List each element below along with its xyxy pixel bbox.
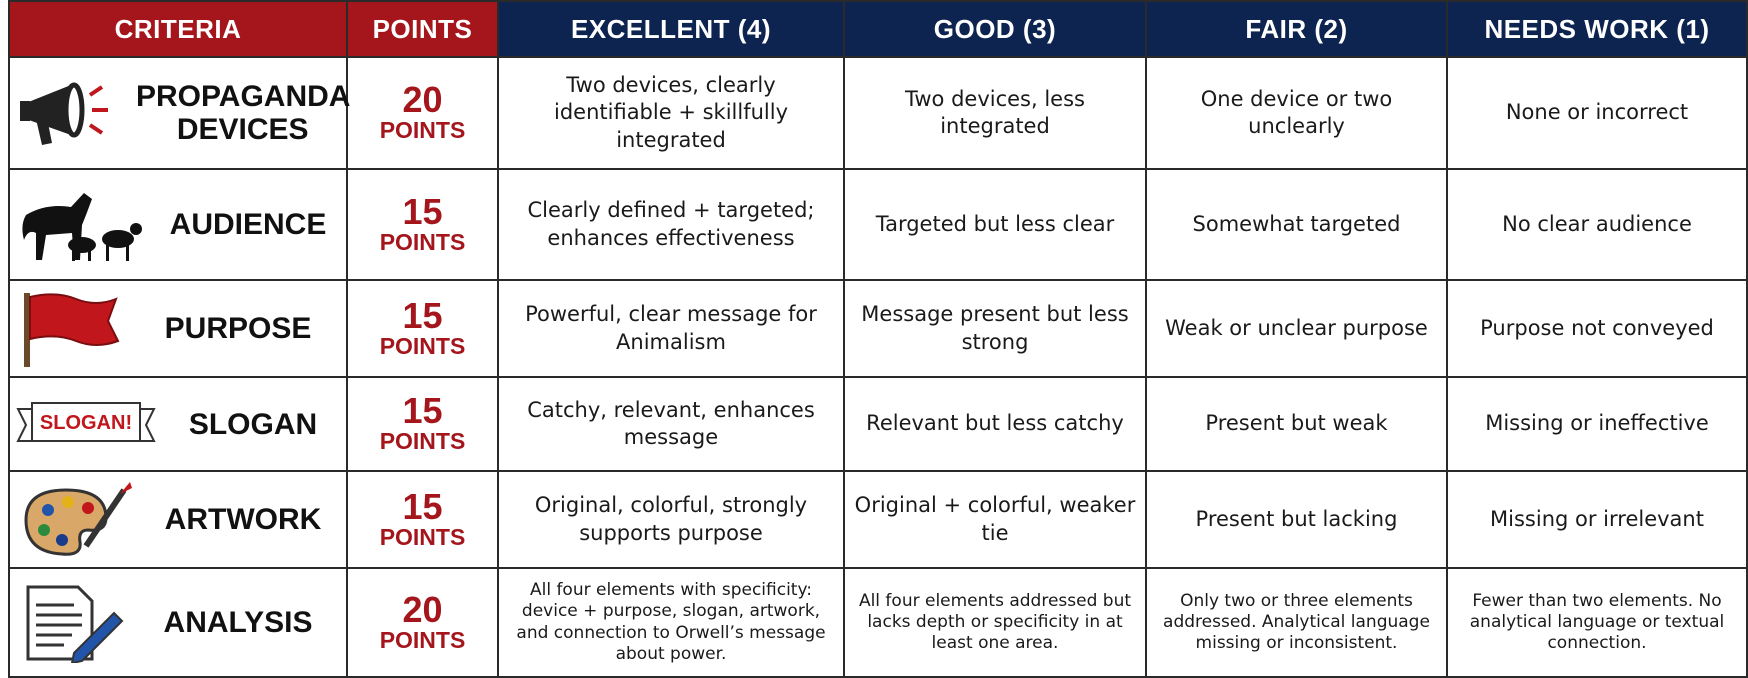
descriptor-cell: Two devices, less integrated	[843, 56, 1147, 170]
descriptor-cell: Powerful, clear message for Animalism	[497, 279, 845, 378]
header-cell: FAIR (2)	[1145, 0, 1448, 58]
points-number: 15	[402, 294, 443, 336]
descriptor-cell: All four elements with specificity: devi…	[497, 567, 845, 678]
criterion-name: ANALYSIS	[163, 606, 313, 639]
points-number: 20	[402, 79, 443, 121]
banner-icon: SLOGAN!	[16, 402, 156, 442]
header-cell: NEEDS WORK (1)	[1446, 0, 1748, 58]
megaphone-icon	[20, 82, 108, 145]
criterion-name: ARTWORK	[164, 503, 322, 536]
palette-icon	[24, 481, 132, 556]
points-unit: POINTS	[379, 626, 466, 653]
criterion-wrap: PROPAGANDA DEVICES	[16, 73, 350, 153]
rubric-table: CRITERIA POINTS EXCELLENT (4) GOOD (3) F…	[8, 0, 1748, 678]
descriptor-cell: No clear audience	[1446, 168, 1748, 281]
rubric-row: ANALYSIS 20 POINTS All four elements with s…	[8, 567, 1748, 678]
points-cell: 15 POINTS	[346, 279, 499, 378]
descriptor-cell: Fewer than two elements. No analytical l…	[1446, 567, 1748, 678]
points-cell: 15 POINTS	[346, 168, 499, 281]
document-icon	[26, 585, 124, 663]
criterion-cell: AUDIENCE	[8, 168, 348, 281]
rubric-row: SLOGAN! SLOGAN 15 POINTS Catchy, relevant, e…	[8, 376, 1748, 472]
rubric-row: PROPAGANDA DEVICES 20 POINTS Two devices, c…	[8, 56, 1748, 170]
descriptor-cell: Targeted but less clear	[843, 168, 1147, 281]
points-unit: POINTS	[379, 228, 466, 255]
descriptor-cell: Somewhat targeted	[1145, 168, 1448, 281]
descriptor-cell: One device or two unclearly	[1145, 56, 1448, 170]
descriptor-cell: Original, colorful, strongly supports pu…	[497, 470, 845, 569]
descriptor-cell: Present but lacking	[1145, 470, 1448, 569]
criterion-cell: ARTWORK	[8, 470, 348, 569]
header-cell: EXCELLENT (4)	[497, 0, 845, 58]
descriptor-cell: Message present but less strong	[843, 279, 1147, 378]
points-unit: POINTS	[379, 117, 466, 144]
descriptor-cell: Present but weak	[1145, 376, 1448, 472]
descriptor-cell: Relevant but less catchy	[843, 376, 1147, 472]
criterion-name: PURPOSE	[164, 312, 312, 345]
descriptor-cell: Two devices, clearly identifiable + skil…	[497, 56, 845, 170]
points-cell: 20 POINTS	[346, 567, 499, 678]
criterion-name: PROPAGANDA DEVICES	[136, 80, 351, 146]
criterion-cell: SLOGAN! SLOGAN	[8, 376, 348, 472]
criterion-wrap: SLOGAN! SLOGAN	[16, 389, 340, 459]
points-number: 15	[402, 485, 443, 527]
criterion-name: AUDIENCE	[169, 208, 327, 241]
descriptor-cell: Missing or irrelevant	[1446, 470, 1748, 569]
descriptor-cell: Catchy, relevant, enhances message	[497, 376, 845, 472]
descriptor-cell: All four elements addressed but lacks de…	[843, 567, 1147, 678]
header-cell: GOOD (3)	[843, 0, 1147, 58]
header-cell: CRITERIA	[8, 0, 348, 58]
points-cell: 15 POINTS	[346, 470, 499, 569]
criterion-cell: PROPAGANDA DEVICES	[8, 56, 350, 170]
criterion-cell: PURPOSE	[8, 279, 348, 378]
criterion-cell: ANALYSIS	[8, 567, 348, 678]
flag-icon	[24, 292, 120, 367]
descriptor-cell: Clearly defined + targeted; enhances eff…	[497, 168, 845, 281]
criterion-wrap: PURPOSE	[16, 289, 340, 369]
criterion-wrap: ANALYSIS	[16, 583, 340, 663]
points-cell: 15 POINTS	[346, 376, 499, 472]
criterion-wrap: AUDIENCE	[16, 185, 340, 265]
descriptor-cell: Weak or unclear purpose	[1145, 279, 1448, 378]
points-number: 20	[402, 588, 443, 630]
rubric-row: PURPOSE 15 POINTS Powerful, clear message f…	[8, 279, 1748, 378]
criterion-name: SLOGAN	[188, 407, 318, 441]
descriptor-cell: None or incorrect	[1446, 56, 1748, 170]
points-unit: POINTS	[379, 332, 466, 359]
rubric-row: AUDIENCE 15 POINTS Clearly defined + target…	[8, 168, 1748, 281]
points-unit: POINTS	[379, 428, 466, 455]
rubric-body: PROPAGANDA DEVICES 20 POINTS Two devices, c…	[8, 56, 1748, 678]
descriptor-cell: Purpose not conveyed	[1446, 279, 1748, 378]
header-row: CRITERIA POINTS EXCELLENT (4) GOOD (3) F…	[8, 0, 1748, 58]
descriptor-cell: Original + colorful, weaker tie	[843, 470, 1147, 569]
rubric-row: ARTWORK 15 POINTS Original, colorful, stron…	[8, 470, 1748, 569]
animals-icon	[22, 192, 142, 261]
criterion-wrap: ARTWORK	[16, 480, 340, 560]
points-number: 15	[402, 190, 443, 232]
banner-text: SLOGAN!	[40, 412, 132, 434]
header-cell: POINTS	[346, 0, 499, 58]
points-cell: 20 POINTS	[346, 56, 499, 170]
descriptor-cell: Missing or ineffective	[1446, 376, 1748, 472]
points-number: 15	[402, 390, 443, 432]
points-unit: POINTS	[379, 523, 466, 550]
descriptor-cell: Only two or three elements addressed. An…	[1145, 567, 1448, 678]
